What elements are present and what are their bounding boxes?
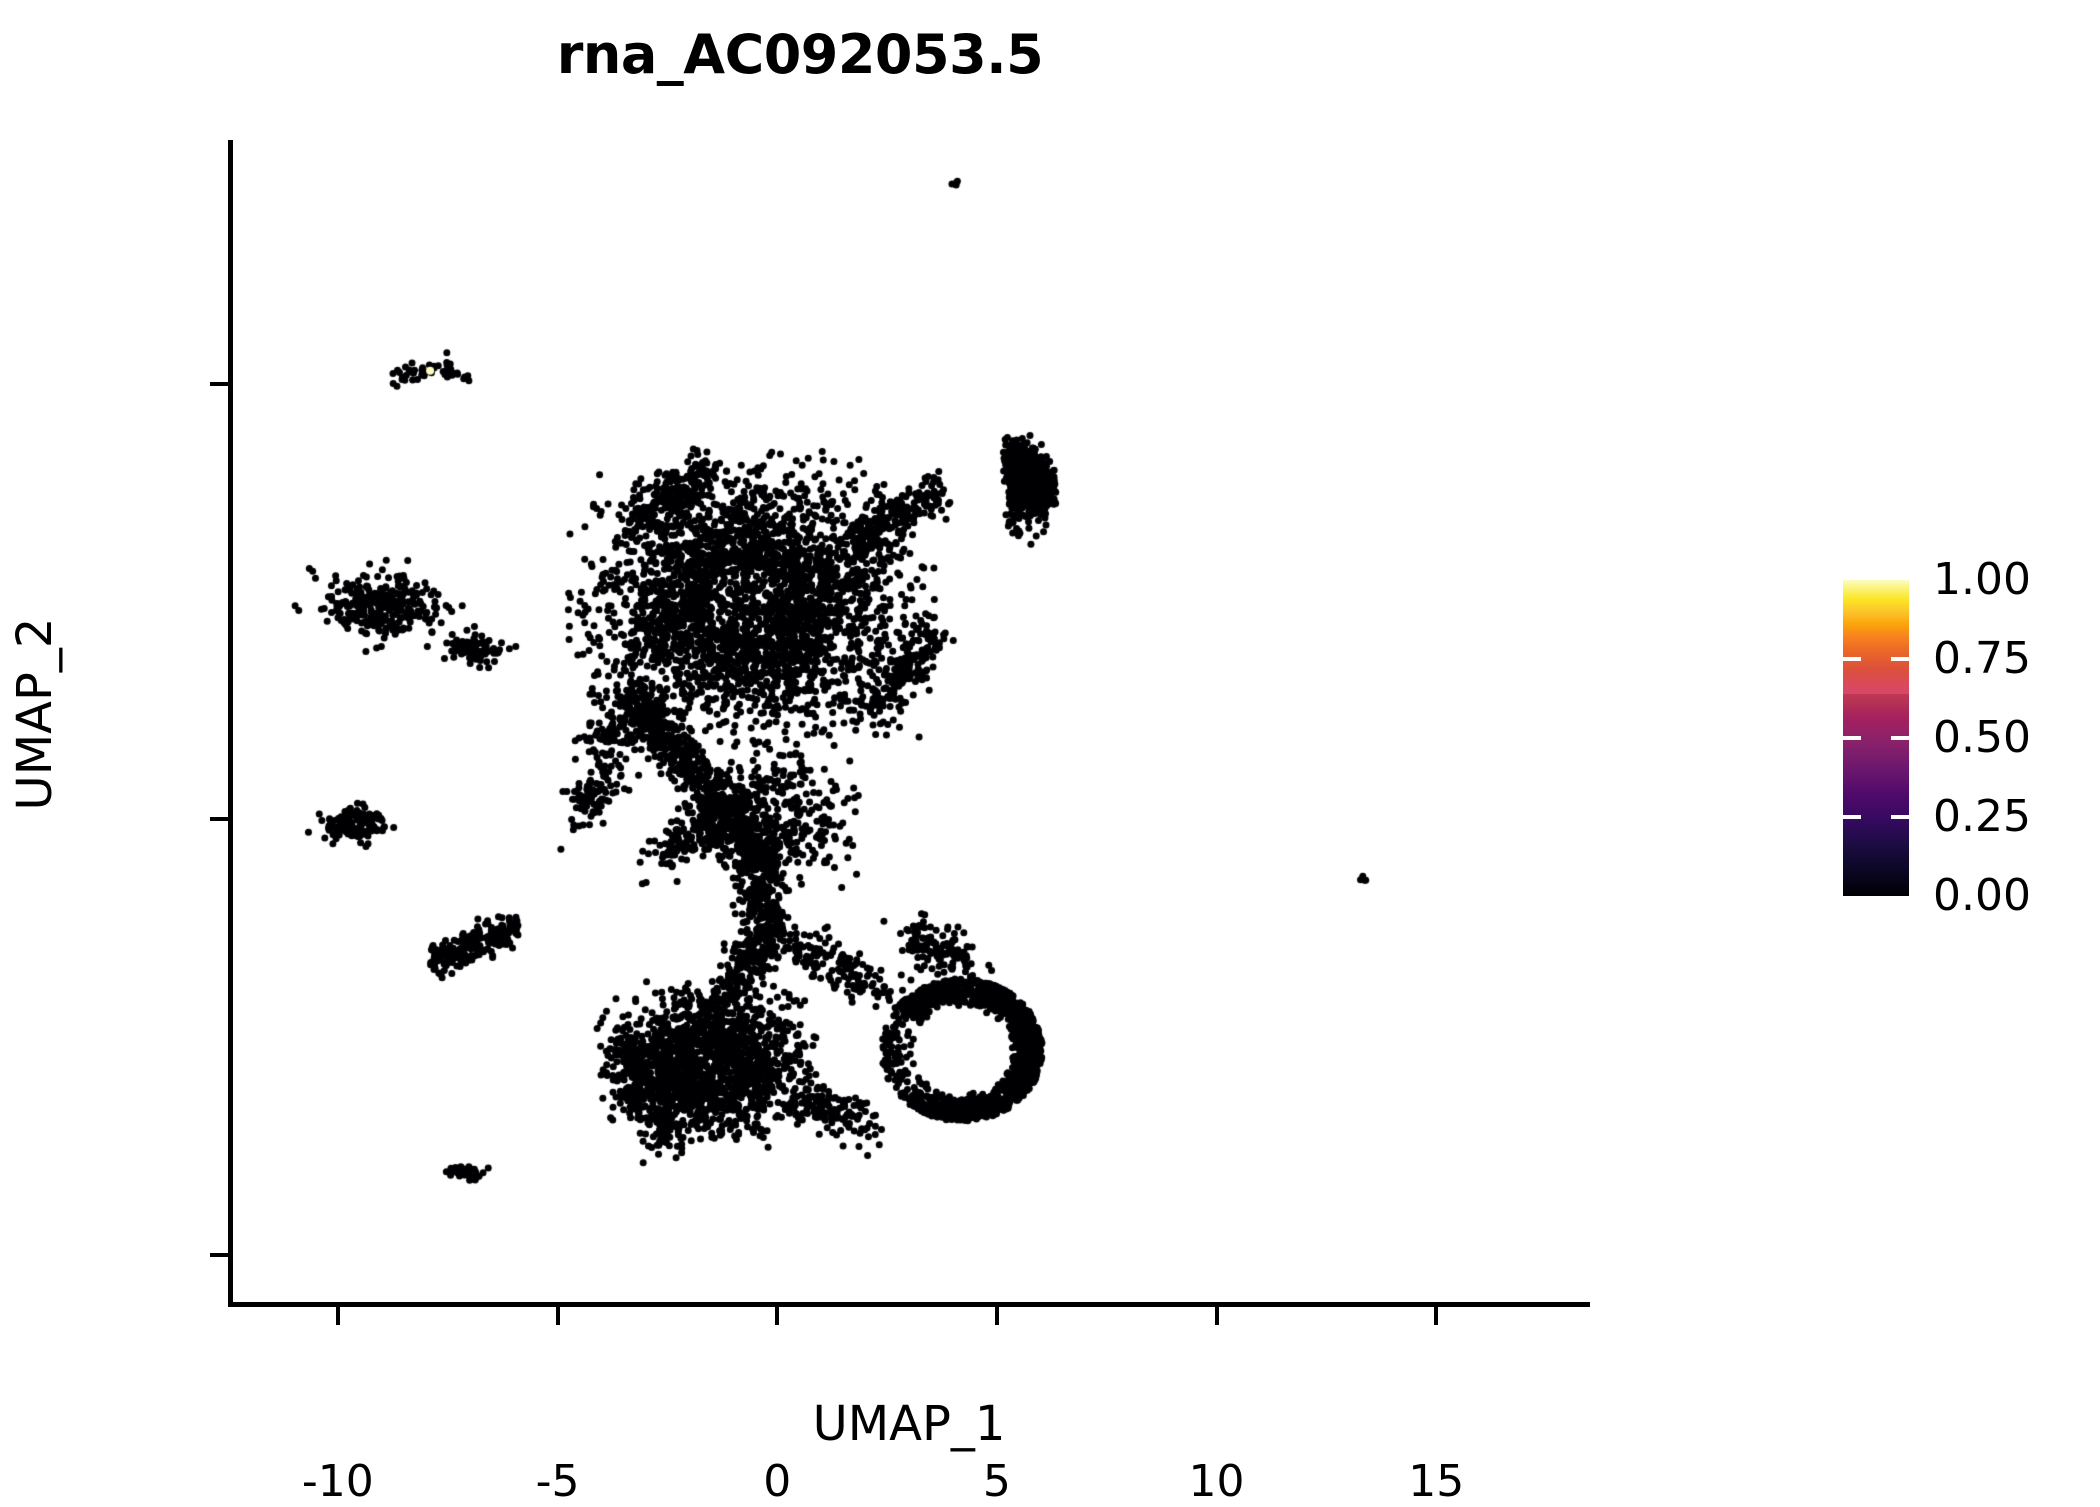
x-tick-mark <box>1214 1307 1219 1325</box>
colorbar-legend: 0.00 0.25 0.50 0.75 1.00 <box>1843 558 2031 918</box>
x-tick-label: 0 <box>763 1456 792 1507</box>
x-tick-label: 5 <box>982 1456 1011 1507</box>
x-tick-label: 10 <box>1188 1456 1245 1507</box>
x-axis-label: UMAP_1 <box>812 1396 1006 1452</box>
colorbar-gradient <box>1843 580 1909 896</box>
x-tick-mark <box>335 1307 340 1325</box>
colorbar-tick-label: 0.75 <box>1933 633 2031 684</box>
y-axis-label: UMAP_2 <box>7 617 63 811</box>
colorbar-tick-label: 0.25 <box>1933 791 2031 842</box>
colorbar-tick-label: 0.00 <box>1933 870 2031 921</box>
colorbar-tick-mark <box>1891 657 1909 661</box>
x-tick-label: -5 <box>535 1456 580 1507</box>
x-tick-mark <box>555 1307 560 1325</box>
colorbar-tick-mark <box>1843 657 1861 661</box>
y-tick-mark <box>210 817 228 822</box>
x-tick-mark <box>1434 1307 1439 1325</box>
scatter-plot-area <box>228 140 1590 1307</box>
page-title: rna_AC092053.5 <box>556 23 1044 86</box>
colorbar-tick-mark <box>1843 815 1861 819</box>
colorbar-tick-mark <box>1891 736 1909 740</box>
colorbar-tick-label: 1.00 <box>1933 554 2031 605</box>
scatter-points-canvas <box>228 140 1590 1307</box>
colorbar-tick-mark <box>1891 815 1909 819</box>
colorbar-tick-label: 0.50 <box>1933 712 2031 763</box>
x-tick-label: -10 <box>301 1456 374 1507</box>
x-tick-mark <box>775 1307 780 1325</box>
colorbar-tick-mark <box>1843 736 1861 740</box>
y-tick-mark <box>210 381 228 386</box>
y-tick-mark <box>210 1252 228 1257</box>
x-tick-mark <box>994 1307 999 1325</box>
x-tick-label: 15 <box>1408 1456 1465 1507</box>
